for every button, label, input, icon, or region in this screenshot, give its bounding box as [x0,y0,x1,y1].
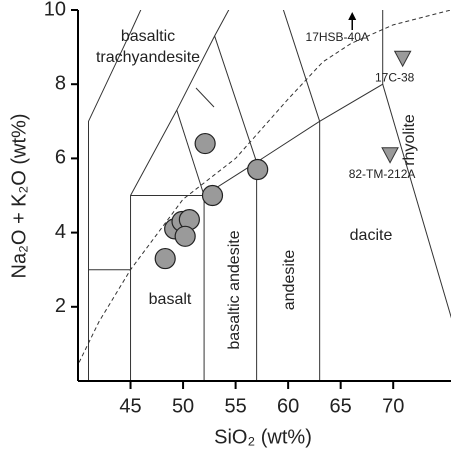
field-boundary [130,10,384,196]
y-axis-title: Na₂O + K₂O (wt%) [8,114,30,279]
sample-triangle [393,50,412,68]
field-boundary [214,35,258,163]
x-tick-label: 60 [277,395,299,417]
y-tick-label: 4 [55,221,66,243]
y-tick-label: 10 [44,0,66,20]
field-boundary [88,10,142,381]
field-boundary [382,84,451,319]
field-label: dacite [350,227,393,244]
field-label: basaltic andesite [226,230,243,349]
x-tick-label: 45 [119,395,141,417]
sample-label: 82-TM-212A [349,167,416,181]
field-boundary [176,110,205,196]
y-tick-label: 6 [55,147,66,169]
x-tick-label: 65 [330,395,352,417]
field-boundary [282,10,321,122]
field-label: basaltic [121,28,175,45]
arrow-head [348,12,357,20]
field-label: basalt [149,291,192,308]
field-boundaries [78,10,451,381]
sample-triangle [381,147,399,164]
x-tick-label: 55 [224,395,246,417]
sample-point [174,225,196,247]
field-label: andesite [281,250,298,311]
sample-point [201,184,224,207]
label-leader [195,87,215,108]
field-label: trachyandesite [96,49,200,66]
field-label: rhyolite [401,114,418,166]
sample-point [154,247,176,270]
sample-label: 17C-38 [375,70,415,84]
y-tick-label: 8 [55,72,66,94]
sample-point [247,158,269,181]
y-tick-label: 2 [55,295,66,317]
sample-label: 17HSB-40A [306,30,369,44]
sample-point [194,132,216,155]
x-tick-label: 50 [172,395,194,417]
x-axis-title: SiO₂ (wt%) [214,426,312,448]
x-tick-label: 70 [382,395,404,417]
